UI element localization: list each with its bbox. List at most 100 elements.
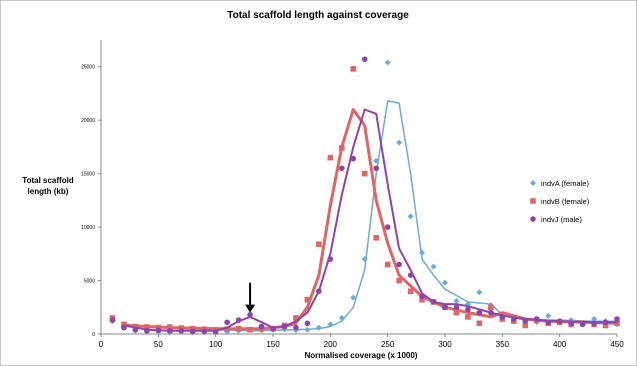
data-point-indvb (304, 296, 311, 303)
data-point-indva (545, 312, 552, 319)
x-tick-label: 450 (610, 340, 624, 349)
data-point-indvj (212, 329, 219, 335)
data-point-indvj (270, 325, 276, 332)
data-point-indvj (522, 318, 529, 324)
data-point-indvj (293, 324, 299, 331)
legend-label-indva: indvA (female) (541, 179, 589, 188)
data-point-indvj (281, 323, 288, 330)
data-point-indvj (430, 299, 437, 305)
data-point-indvb (476, 320, 483, 327)
data-point-indvj (568, 320, 574, 327)
data-point-indvb (488, 304, 494, 311)
legend-label-indvj: indvJ (male) (541, 215, 582, 224)
data-point-indvj (476, 309, 483, 316)
data-point-indvj (258, 323, 265, 330)
data-point-indvj (556, 318, 563, 324)
trend-line-indvb (123, 108, 618, 331)
data-point-indvb (419, 296, 425, 303)
data-point-indvj (488, 309, 494, 316)
data-point-indvj (384, 224, 391, 230)
data-point-indvj (442, 304, 448, 311)
data-point-indvb (293, 315, 299, 321)
data-point-indvb (339, 145, 345, 151)
data-point-indvb (144, 324, 150, 330)
data-point-indva (442, 279, 448, 286)
data-point-indva (430, 263, 437, 270)
legend-marker-indvj (530, 216, 536, 222)
data-point-indvj (178, 327, 185, 334)
data-point-indvj (155, 327, 162, 334)
x-tick-label: 300 (438, 340, 452, 349)
data-point-indvj (189, 328, 196, 335)
y-tick-label: 0 (92, 332, 95, 338)
data-point-indvb (361, 170, 368, 177)
data-point-indvj (602, 319, 609, 326)
data-point-indvj (545, 319, 551, 326)
x-tick-label: 50 (154, 340, 163, 349)
trend-line-indvj (123, 108, 617, 332)
data-point-indva (591, 316, 598, 323)
data-point-indva (327, 321, 334, 328)
data-point-indvj (144, 327, 150, 334)
x-axis-label: Normalised coverage (x 1000) (305, 351, 418, 360)
data-point-indvj (361, 56, 368, 63)
data-point-indvj (511, 316, 517, 322)
data-point-indva (396, 139, 403, 146)
data-point-indvj (396, 261, 402, 268)
legend: indvA (female) indvB (female) indvJ (male) (530, 179, 590, 224)
plot-area: 0 50 100 150 200 250 300 350 400 450 0 5000 10000 150… (81, 40, 624, 349)
data-point-indvb (465, 314, 471, 320)
data-point-indvb (407, 288, 414, 295)
data-point-indvj (224, 319, 230, 326)
y-tick-label: 15000 (81, 172, 95, 178)
x-tick-label: 250 (381, 340, 395, 349)
data-point-indvb (614, 320, 620, 327)
data-point-indvj (132, 326, 139, 333)
data-point-indvj (579, 321, 586, 328)
data-point-indvb (522, 322, 529, 329)
data-point-indvj (235, 317, 242, 323)
data-point-indva (373, 157, 380, 164)
y-tick-label: 10000 (81, 225, 95, 231)
data-point-indva (338, 314, 345, 321)
data-point-indvj (327, 256, 334, 262)
data-point-indvb (247, 326, 253, 333)
data-point-indva (384, 59, 391, 66)
y-axis-label-line2: length (kb) (28, 187, 69, 196)
data-point-indva (476, 289, 483, 296)
data-point-indvj (121, 324, 127, 331)
data-point-indvj (499, 314, 506, 320)
data-point-indvb (167, 324, 173, 330)
x-tick-label: 150 (266, 340, 280, 349)
legend-marker-indva (530, 180, 536, 186)
data-point-indvj (201, 328, 207, 335)
data-point-indvj (373, 165, 380, 172)
data-point-indvj (407, 272, 414, 279)
data-point-indvj (614, 316, 620, 322)
x-tick-label: 400 (553, 340, 567, 349)
data-point-indvj (304, 320, 311, 327)
legend-label-indvb: indvB (female) (541, 197, 590, 206)
data-point-indvj (465, 306, 471, 313)
x-tick-label: 350 (496, 340, 510, 349)
data-point-indva (350, 294, 357, 301)
legend-marker-indvb (530, 198, 536, 204)
data-point-indva (315, 324, 322, 331)
y-tick-label: 20000 (81, 118, 95, 124)
data-point-indvb (235, 325, 242, 332)
data-point-indvj (591, 320, 597, 327)
data-point-indvb (121, 321, 127, 328)
arrow-head (245, 304, 256, 313)
data-point-indvj (453, 304, 460, 311)
data-point-indvj (247, 311, 253, 318)
x-tick-label: 200 (324, 340, 338, 349)
x-tick-label: 100 (209, 340, 223, 349)
data-point-indvj (419, 293, 425, 300)
data-point-indvj (533, 316, 540, 322)
data-point-indvj (316, 288, 322, 295)
data-point-indva (361, 256, 368, 263)
data-point-indva (304, 326, 311, 333)
data-point-indva (407, 213, 414, 220)
data-point-indvj (109, 317, 116, 323)
data-point-indvb (224, 326, 230, 332)
